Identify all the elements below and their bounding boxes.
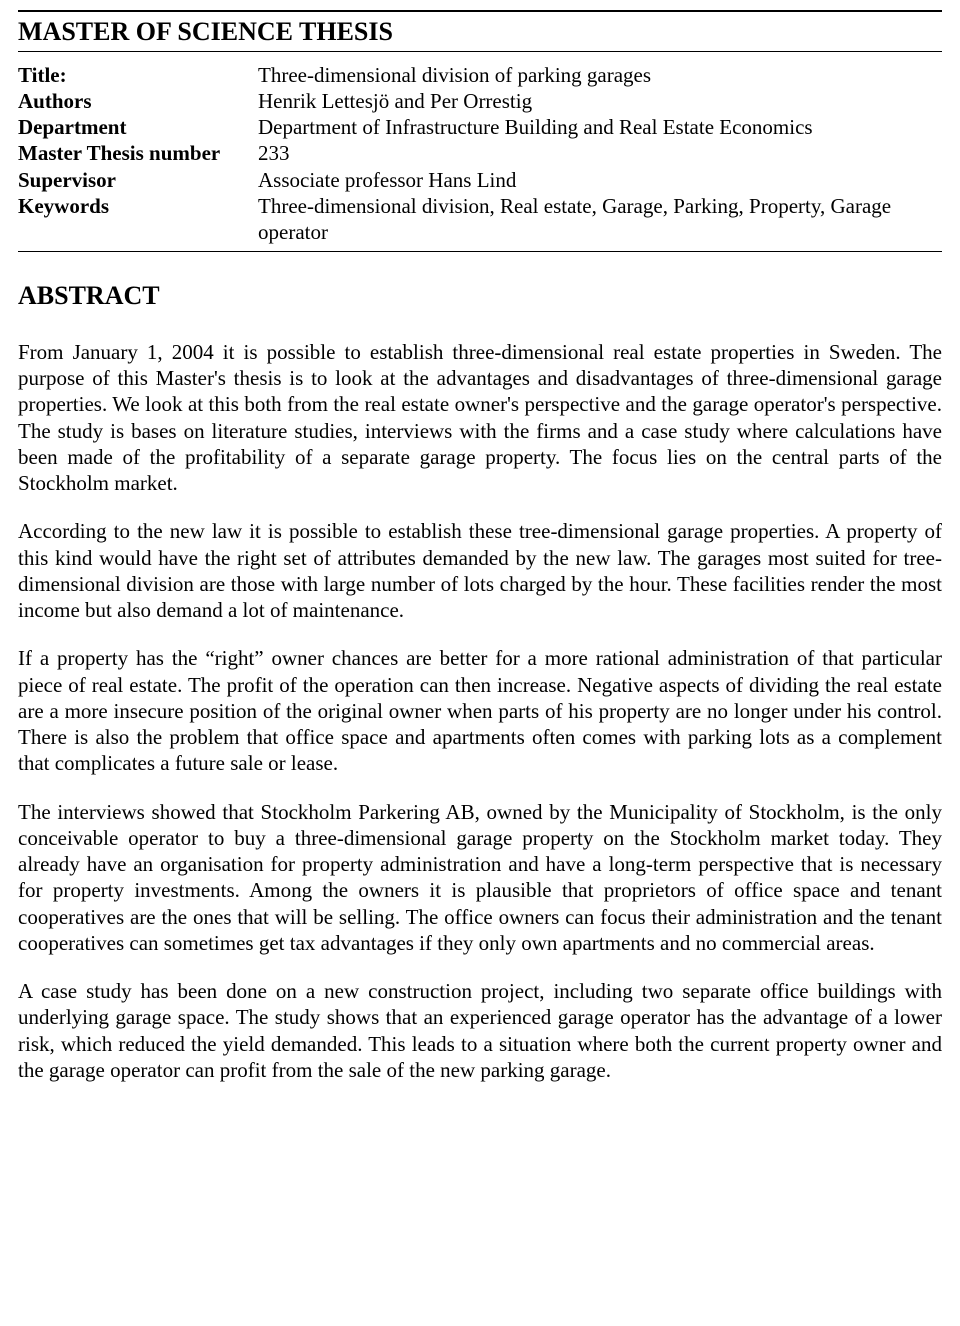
meta-label: Department [18,114,258,140]
meta-label: Keywords [18,193,258,219]
meta-value: Henrik Lettesjö and Per Orrestig [258,88,942,114]
abstract-paragraph: A case study has been done on a new cons… [18,978,942,1083]
abstract-paragraph: The interviews showed that Stockholm Par… [18,799,942,957]
meta-row-thesis-number: Master Thesis number 233 [18,140,942,166]
meta-row-supervisor: Supervisor Associate professor Hans Lind [18,167,942,193]
meta-row-authors: Authors Henrik Lettesjö and Per Orrestig [18,88,942,114]
meta-label: Authors [18,88,258,114]
meta-value: Three-dimensional division, Real estate,… [258,193,942,246]
meta-value: Department of Infrastructure Building an… [258,114,942,140]
meta-label: Title: [18,62,258,88]
meta-row-title: Title: Three-dimensional division of par… [18,62,942,88]
meta-value: Three-dimensional division of parking ga… [258,62,942,88]
meta-label: Supervisor [18,167,258,193]
meta-value: 233 [258,140,942,166]
abstract-paragraph: According to the new law it is possible … [18,518,942,623]
abstract-body: From January 1, 2004 it is possible to e… [18,339,942,1083]
abstract-paragraph: From January 1, 2004 it is possible to e… [18,339,942,497]
meta-row-department: Department Department of Infrastructure … [18,114,942,140]
meta-label: Master Thesis number [18,140,258,166]
document-header: MASTER OF SCIENCE THESIS [18,12,942,51]
metadata-block: Title: Three-dimensional division of par… [18,52,942,252]
abstract-heading: ABSTRACT [18,252,942,339]
meta-value: Associate professor Hans Lind [258,167,942,193]
abstract-paragraph: If a property has the “right” owner chan… [18,645,942,776]
meta-row-keywords: Keywords Three-dimensional division, Rea… [18,193,942,246]
